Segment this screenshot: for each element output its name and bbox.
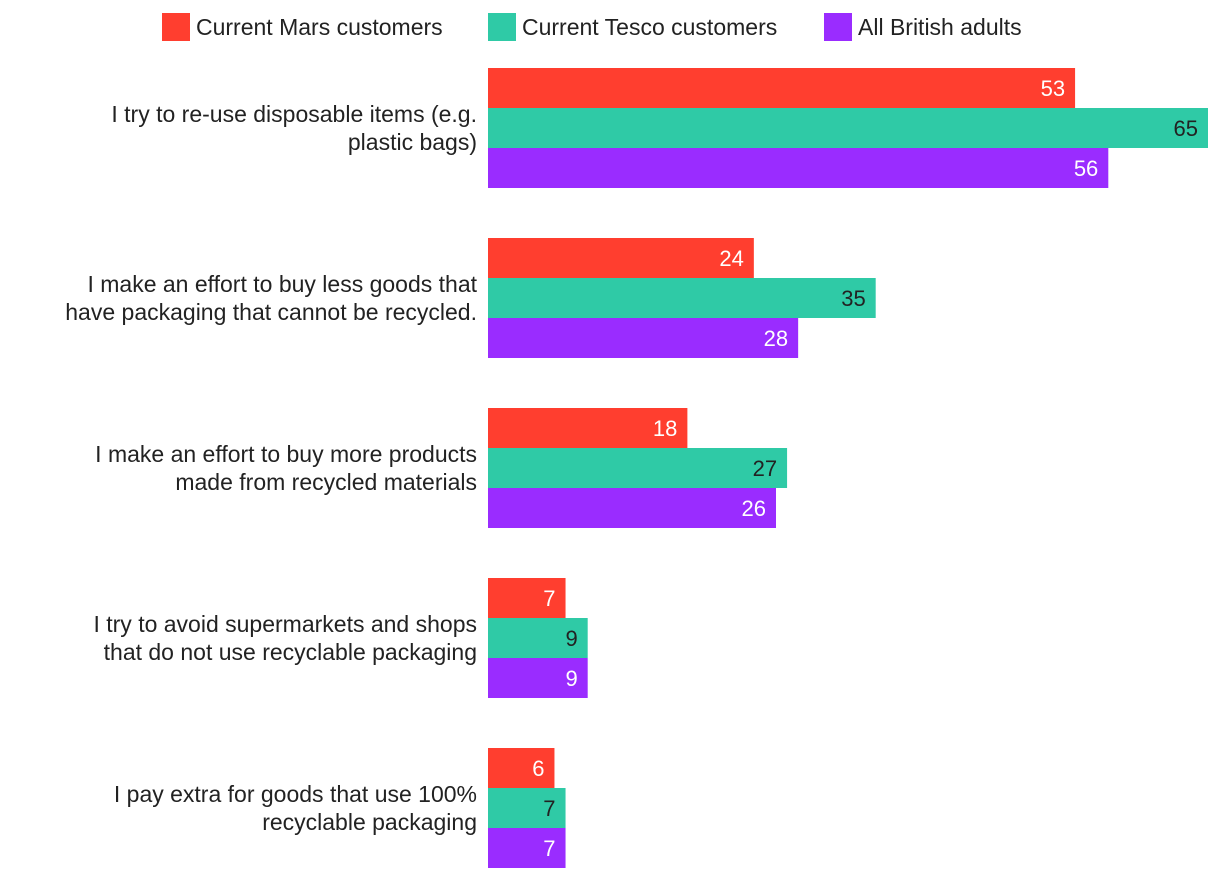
data-label: 28 [764, 326, 788, 351]
bar [488, 408, 688, 448]
category-label: I try to re-use disposable items (e.g. pl… [111, 101, 477, 155]
data-label: 35 [841, 286, 865, 311]
category-label-line: have packaging that cannot be recycled. [65, 299, 477, 325]
data-label: 65 [1174, 116, 1198, 141]
category-label-line: I make an effort to buy more products [95, 441, 477, 467]
bar [488, 788, 566, 828]
data-label: 7 [543, 586, 555, 611]
data-label: 6 [532, 756, 544, 781]
bar [488, 578, 566, 618]
bar [488, 148, 1109, 188]
data-label: 7 [543, 796, 555, 821]
bar [488, 488, 776, 528]
legend-item: Current Tesco customers [488, 10, 777, 44]
category-label-line: made from recycled materials [175, 469, 477, 495]
category-label-line: I try to avoid supermarkets and shops [93, 611, 477, 637]
bar [488, 748, 555, 788]
chart-legend: Current Mars customers Current Tesco cust… [0, 10, 1220, 44]
category-label-line: I make an effort to buy less goods that [87, 271, 477, 297]
bar [488, 658, 588, 698]
legend-item: Current Mars customers [162, 10, 443, 44]
data-label: 18 [653, 416, 677, 441]
bar [488, 238, 754, 278]
category-label: I try to avoid supermarkets and shops tha… [93, 611, 477, 665]
category-label-line: I try to re-use disposable items (e.g. [111, 101, 477, 127]
data-label: 7 [543, 836, 555, 861]
legend-swatch [162, 13, 190, 41]
legend-label: Current Mars customers [196, 13, 443, 40]
data-label: 9 [565, 666, 577, 691]
data-label: 53 [1041, 76, 1065, 101]
category-label-line: that do not use recyclable packaging [104, 639, 477, 665]
data-label: 24 [719, 246, 743, 271]
category-label-line: recyclable packaging [262, 809, 477, 835]
bar [488, 318, 799, 358]
data-label: 27 [753, 456, 777, 481]
category-label: I make an effort to buy less goods that h… [65, 271, 477, 325]
category-label: I make an effort to buy more products mad… [95, 441, 477, 495]
data-label: 9 [565, 626, 577, 651]
bar [488, 68, 1076, 108]
category-label: I pay extra for goods that use 100% recyc… [114, 781, 477, 835]
bar [488, 108, 1208, 148]
legend-swatch [488, 13, 516, 41]
category-label-line: I pay extra for goods that use 100% [114, 781, 477, 807]
category-label-line: plastic bags) [348, 129, 477, 155]
legend-swatch [824, 13, 852, 41]
legend-item: All British adults [824, 10, 1022, 44]
bar [488, 618, 588, 658]
bar [488, 828, 566, 868]
legend-label: Current Tesco customers [522, 13, 778, 40]
bar [488, 278, 876, 318]
legend-label: All British adults [858, 13, 1022, 40]
bar [488, 448, 788, 488]
data-label: 56 [1074, 156, 1098, 181]
data-label: 26 [742, 496, 766, 521]
